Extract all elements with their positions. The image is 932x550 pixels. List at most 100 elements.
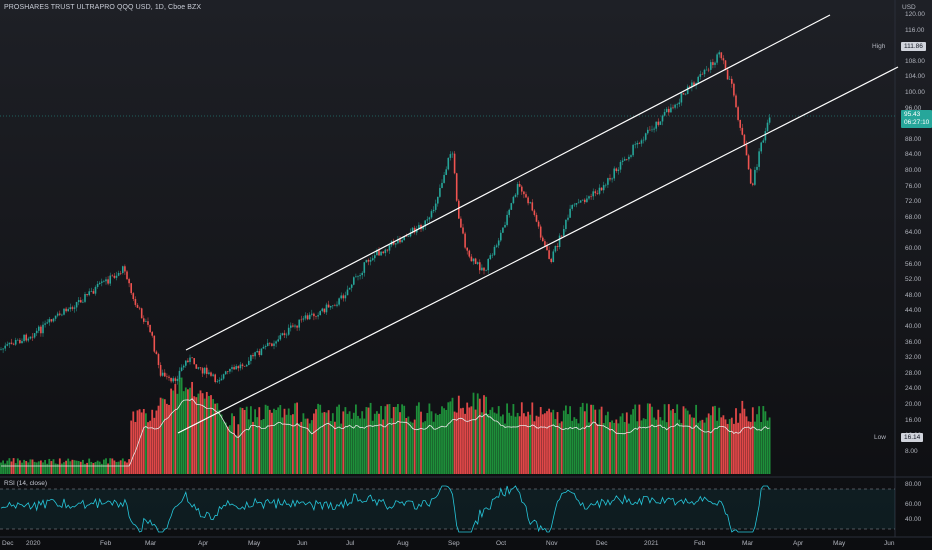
candle-body bbox=[611, 178, 613, 180]
candle-body bbox=[304, 315, 307, 319]
candle-body bbox=[737, 107, 739, 120]
volume-bar bbox=[166, 403, 168, 474]
candle-body bbox=[504, 224, 506, 228]
volume-bar bbox=[508, 412, 511, 474]
volume-bar bbox=[674, 412, 676, 474]
volume-bar bbox=[54, 463, 57, 474]
candle-body bbox=[290, 325, 292, 328]
candle-body bbox=[418, 224, 420, 229]
volume-bar bbox=[518, 416, 521, 474]
candle-body bbox=[33, 333, 36, 338]
volume-bar bbox=[212, 399, 214, 474]
candle-body bbox=[178, 370, 181, 379]
rsi-axis-label: 40.00 bbox=[905, 516, 922, 523]
volume-bar bbox=[193, 396, 196, 474]
candle-body bbox=[197, 367, 200, 369]
candle-body bbox=[84, 294, 86, 302]
candle-body bbox=[212, 374, 214, 376]
volume-bar bbox=[596, 423, 599, 474]
candle-body bbox=[229, 368, 231, 372]
volume-bar bbox=[231, 413, 233, 474]
price-axis-label: 32.00 bbox=[905, 354, 922, 362]
chart-title[interactable]: PROSHARES TRUST ULTRAPRO QQQ USD, 1D, Cb… bbox=[4, 4, 202, 11]
volume-bar bbox=[613, 422, 616, 474]
volume-bar bbox=[573, 417, 576, 474]
candle-body bbox=[388, 245, 391, 251]
volume-bar bbox=[707, 413, 710, 474]
candle-body bbox=[25, 334, 27, 341]
volume-bar bbox=[441, 406, 443, 474]
candle-body bbox=[558, 235, 561, 247]
volume-bar bbox=[23, 459, 25, 474]
candle-body bbox=[571, 205, 573, 209]
volume-bar bbox=[556, 412, 559, 474]
candle-body bbox=[243, 365, 246, 367]
candle-body bbox=[489, 255, 492, 259]
candle-body bbox=[493, 246, 496, 255]
volume-bar bbox=[590, 404, 592, 474]
time-axis-label: Jun bbox=[884, 540, 895, 547]
rsi-legend[interactable]: RSI (14, close) bbox=[4, 480, 47, 487]
candle-body bbox=[155, 351, 158, 355]
candle-body bbox=[319, 311, 321, 316]
candle-body bbox=[382, 251, 384, 254]
volume-bar bbox=[426, 413, 429, 474]
volume-bar bbox=[382, 419, 385, 474]
candle-body bbox=[617, 169, 620, 172]
price-axis-label: 36.00 bbox=[905, 338, 922, 346]
rsi-axis-label: 60.00 bbox=[905, 501, 922, 508]
volume-bar bbox=[401, 404, 403, 474]
candle-body bbox=[691, 82, 693, 88]
volume-bar bbox=[541, 414, 544, 474]
candle-body bbox=[510, 203, 513, 210]
volume-bar bbox=[611, 420, 613, 474]
candle-body bbox=[686, 86, 689, 94]
candle-body bbox=[130, 283, 132, 294]
candle-body bbox=[476, 262, 479, 264]
candle-body bbox=[642, 139, 645, 141]
candle-body bbox=[665, 108, 668, 113]
channel-lower-line[interactable] bbox=[177, 66, 899, 434]
candle-body bbox=[407, 236, 410, 237]
candle-body bbox=[726, 69, 729, 80]
volume-bar bbox=[565, 405, 567, 474]
volume-bar bbox=[174, 383, 177, 474]
volume-bar bbox=[145, 413, 147, 474]
volume-bar bbox=[42, 462, 44, 474]
volume-moving-average bbox=[1, 398, 770, 467]
candle-body bbox=[378, 250, 380, 256]
candle-body bbox=[743, 134, 746, 145]
volume-bar bbox=[237, 424, 240, 474]
candle-body bbox=[233, 367, 235, 370]
candle-body bbox=[56, 313, 59, 316]
volume-bar bbox=[697, 422, 700, 474]
candle-body bbox=[277, 339, 279, 342]
volume-bar bbox=[434, 413, 437, 474]
volume-bar bbox=[520, 402, 523, 474]
candle-body bbox=[245, 364, 248, 367]
volume-bar bbox=[357, 415, 359, 474]
candle-body bbox=[609, 178, 611, 180]
volume-bar bbox=[667, 404, 670, 474]
candle-body bbox=[292, 325, 294, 327]
volume-bar bbox=[317, 403, 319, 474]
volume-bar bbox=[29, 459, 32, 474]
candle-body bbox=[67, 309, 69, 312]
candle-body bbox=[697, 76, 699, 83]
volume-bar bbox=[153, 417, 156, 474]
volume-bar bbox=[355, 404, 357, 474]
volume-bar bbox=[132, 411, 135, 474]
price-axis-label: 16.00 bbox=[905, 416, 922, 424]
candle-body bbox=[768, 117, 771, 123]
candle-body bbox=[680, 93, 683, 103]
candle-body bbox=[140, 308, 143, 319]
volume-bar bbox=[464, 413, 466, 474]
time-axis-label: Feb bbox=[100, 540, 112, 547]
last-price-countdown: 06:27:10 bbox=[904, 119, 930, 126]
volume-bar bbox=[306, 418, 309, 474]
channel-upper-line[interactable] bbox=[185, 14, 831, 351]
volume-bar bbox=[514, 416, 517, 474]
volume-bar bbox=[203, 398, 206, 474]
